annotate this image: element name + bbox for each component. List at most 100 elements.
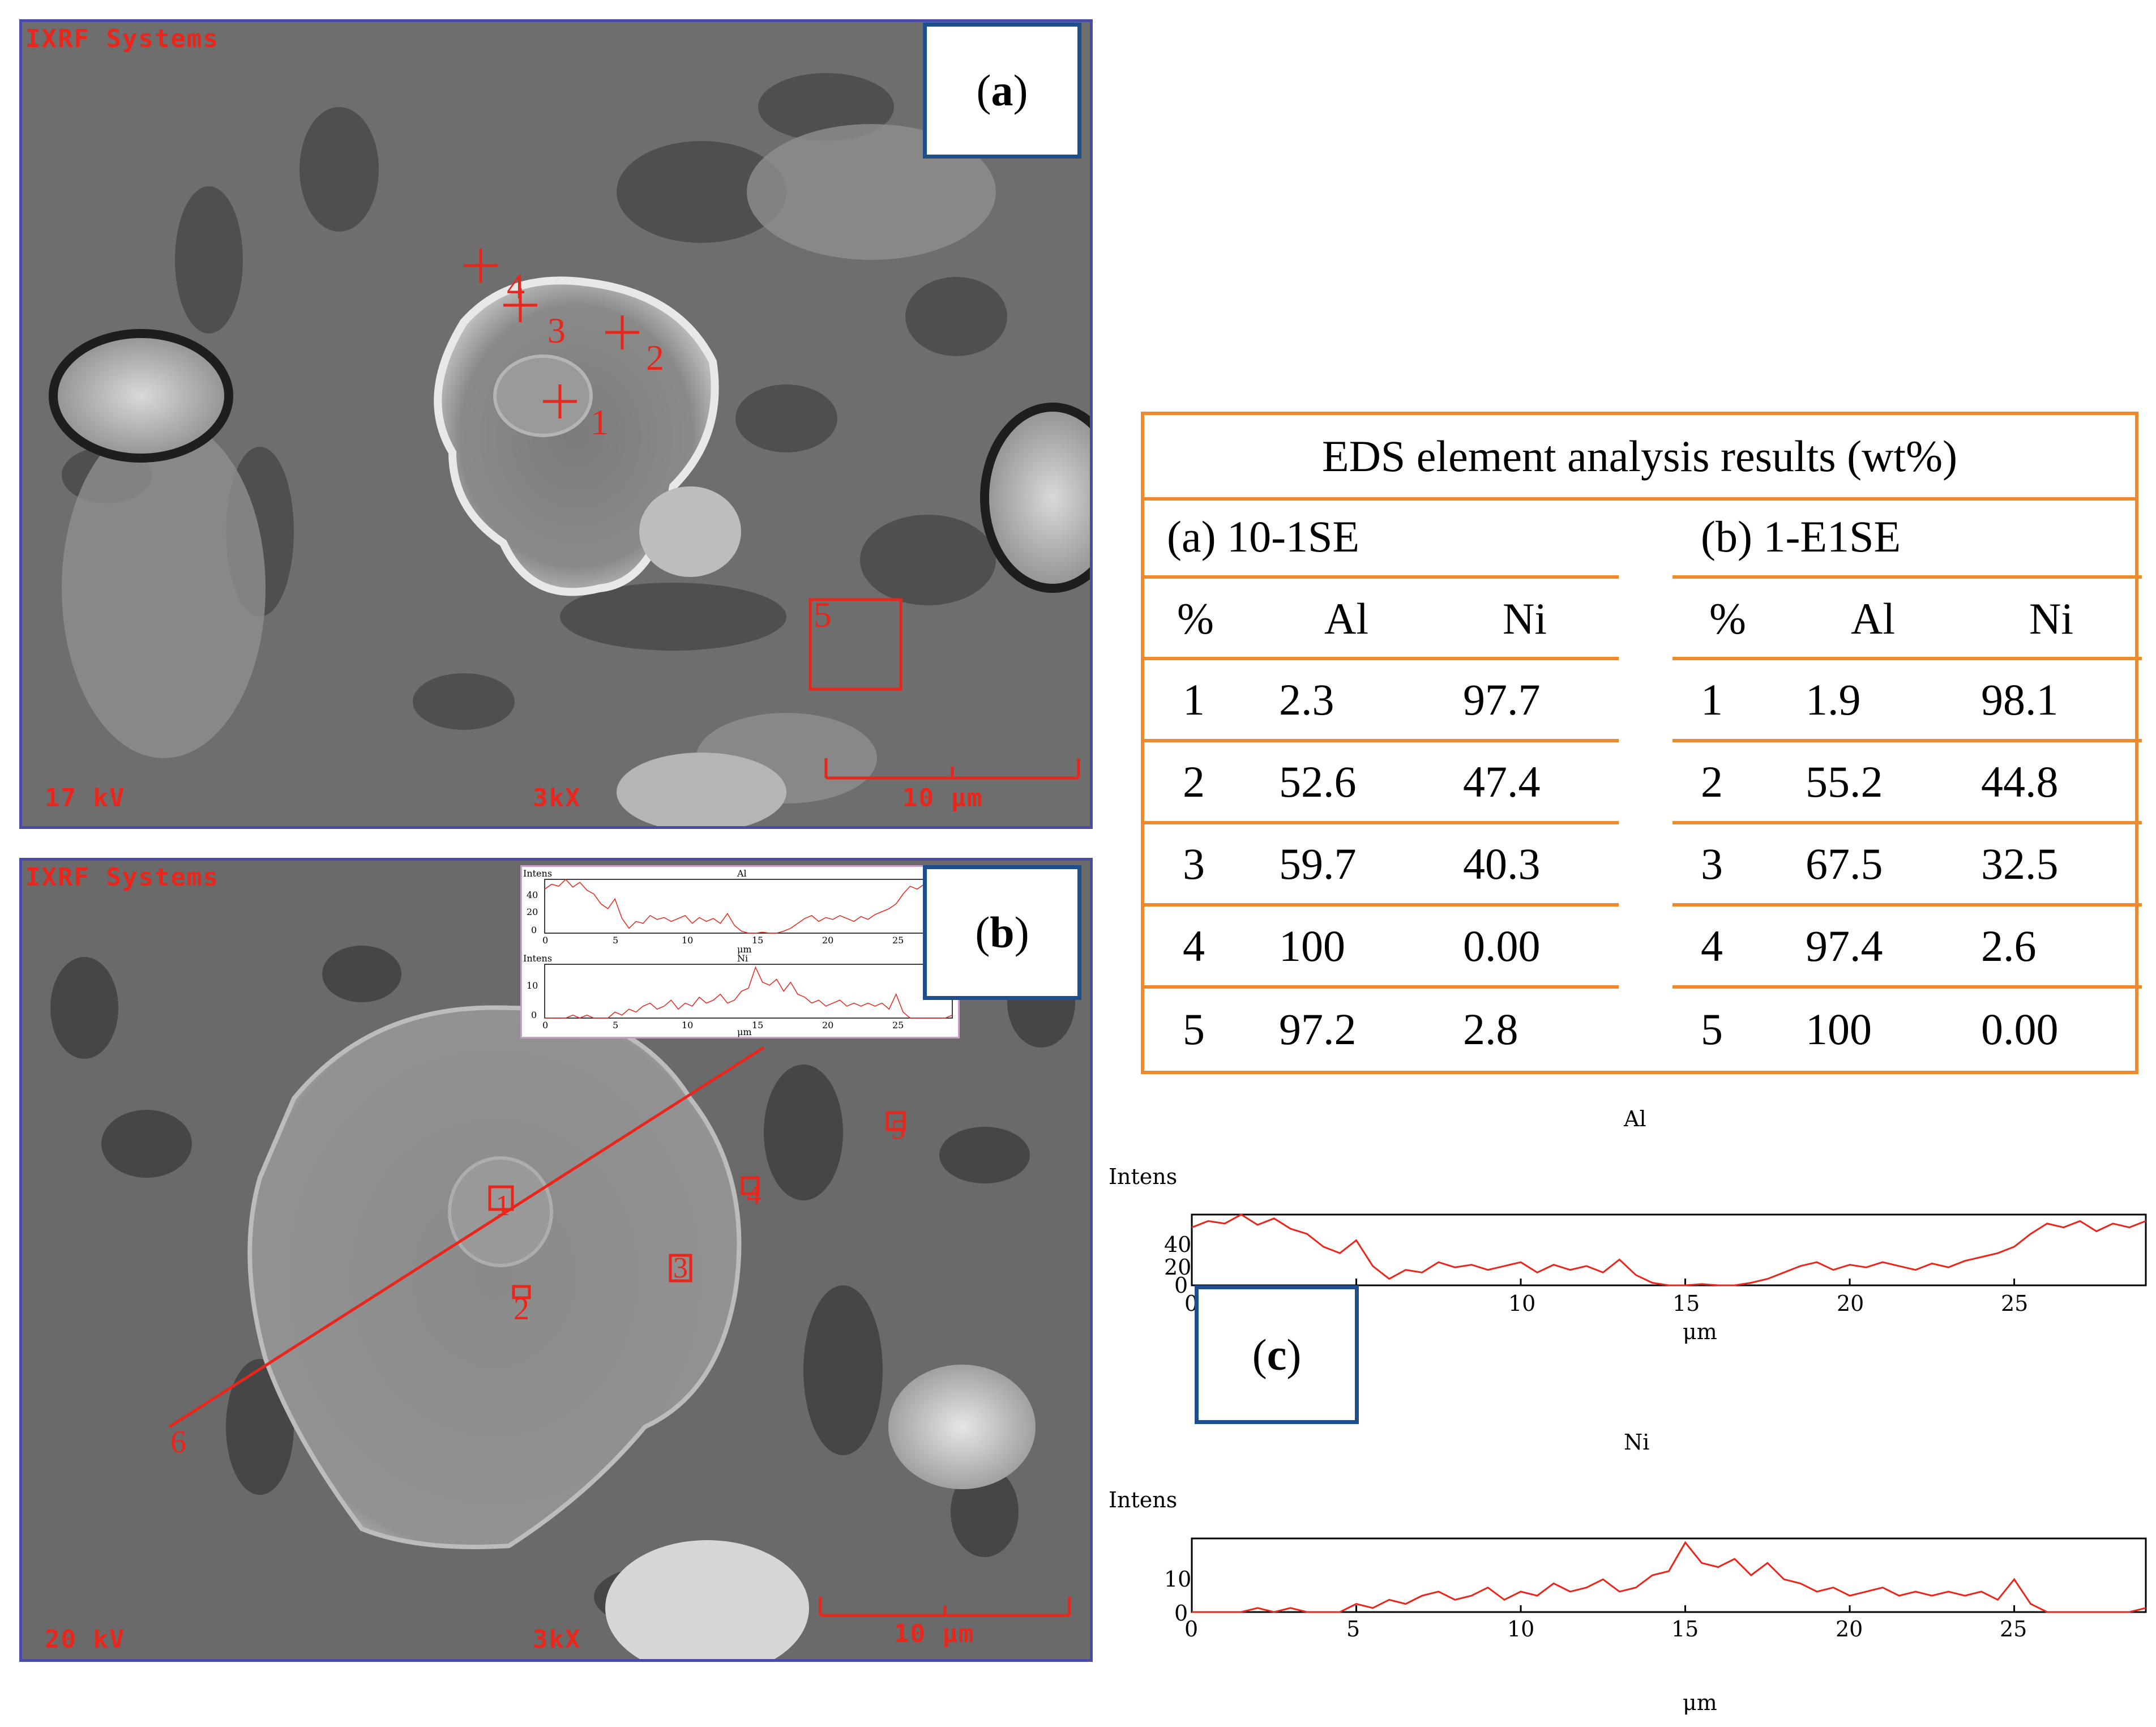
al-plot-svg (1191, 1213, 2147, 1286)
rule (1672, 657, 2142, 660)
left-header-pct: % (1177, 594, 1214, 643)
sem-image-b: IXRF Systems 20 kV 3kX 10 μm 1 2 3 4 5 6… (19, 858, 1093, 1662)
inset-al-xtick: 10 (682, 935, 694, 946)
inset-al-ytick: 20 (527, 907, 538, 917)
left-row4-al: 100 (1279, 921, 1345, 971)
rule (1672, 821, 2142, 824)
inset-al-ytick: 0 (531, 925, 537, 935)
ni-plot-svg (1191, 1537, 2147, 1613)
sem-kv-label: 20 kV (45, 1625, 126, 1654)
sem-system-label: IXRF Systems (25, 863, 219, 892)
inset-ni-xtick: 25 (892, 1020, 904, 1031)
marker-6: 6 (170, 1425, 186, 1460)
right-header-pct: % (1709, 594, 1746, 643)
left-row2-ni: 47.4 (1463, 757, 1541, 806)
right-row3-ni: 32.5 (1981, 839, 2059, 888)
rule (1144, 657, 1619, 660)
right-row5-al: 100 (1806, 1004, 1872, 1054)
inset-al-line (544, 878, 953, 934)
sem-image-a: IXRF Systems 17 kV 3kX 10 μm 4 3 2 1 5 (19, 19, 1093, 829)
sem-scale-label: 10 μm (902, 784, 983, 813)
left-row2-pct: 2 (1183, 757, 1205, 806)
right-row1-pct: 1 (1701, 675, 1723, 724)
al-linescan-plot: Al Intens 40 20 0 0 10 15 20 25 μm (1098, 1098, 2151, 1404)
eds-table: EDS element analysis results (wt%) (a) 1… (1141, 412, 2142, 1074)
panel-tag-c: (c) (1195, 1285, 1359, 1424)
al-plot-xlabel: μm (1683, 1319, 1717, 1344)
marker-4: 4 (747, 1178, 761, 1210)
linescan-inset: Intens Al 40 20 0 0 5 10 15 20 25 μm Int… (520, 865, 960, 1038)
al-plot-ylabel: Intens (1109, 1164, 1178, 1189)
inset-ni-ytick: 10 (527, 980, 538, 991)
inset-ni-xtick: 20 (822, 1020, 834, 1031)
inset-al-xtick: 20 (822, 935, 834, 946)
ni-ytick: 0 (1174, 1601, 1188, 1626)
rule (1144, 575, 1619, 579)
marker-1: 1 (495, 1190, 510, 1222)
right-row1-al: 1.9 (1806, 675, 1861, 724)
rule (1144, 985, 1619, 989)
right-row3-al: 67.5 (1806, 839, 1883, 888)
inset-al-xtick: 0 (542, 935, 549, 946)
left-row5-pct: 5 (1183, 1004, 1205, 1054)
ni-xtick: 25 (2000, 1617, 2027, 1641)
left-row4-pct: 4 (1183, 921, 1205, 971)
marker-5: 5 (814, 595, 832, 635)
marker-5: 5 (891, 1113, 905, 1145)
inset-ni-ylabel: Intens (523, 953, 553, 964)
al-xtick: 15 (1672, 1291, 1700, 1316)
panel-tag-a: (a) (923, 23, 1081, 159)
right-row4-pct: 4 (1701, 921, 1723, 971)
left-row1-al: 2.3 (1279, 675, 1334, 724)
inset-al-xtick: 5 (613, 935, 619, 946)
ni-ytick: 10 (1164, 1567, 1192, 1592)
left-row3-pct: 3 (1183, 839, 1205, 888)
left-row3-ni: 40.3 (1463, 839, 1541, 888)
ni-plot-xlabel: μm (1683, 1690, 1717, 1715)
ni-linescan-plot: Ni Intens 10 0 0 5 10 15 20 25 μm (1098, 1424, 2151, 1724)
left-row2-al: 52.6 (1279, 757, 1357, 806)
inset-al-ytick: 40 (527, 890, 538, 900)
left-row1-ni: 97.7 (1463, 675, 1541, 724)
left-header-ni: Ni (1503, 594, 1547, 643)
inset-ni-line (545, 966, 953, 1019)
sem-system-label: IXRF Systems (25, 24, 219, 53)
ni-plot-title: Ni (1624, 1430, 1650, 1455)
rule (1672, 739, 2142, 742)
left-row1-pct: 1 (1183, 675, 1205, 724)
right-row5-pct: 5 (1701, 1004, 1723, 1054)
right-row4-al: 97.4 (1806, 921, 1883, 971)
rule (1672, 903, 2142, 907)
inset-ni-xtick: 0 (542, 1020, 549, 1031)
inset-al-xlabel: μm (737, 944, 752, 955)
right-row4-ni: 2.6 (1981, 921, 2037, 971)
left-caption: (a) 10-1SE (1167, 512, 1360, 561)
inset-ni-xtick: 5 (613, 1020, 619, 1031)
al-xtick: 25 (2001, 1291, 2029, 1316)
left-header-al: Al (1324, 594, 1368, 643)
right-header-al: Al (1851, 594, 1895, 643)
al-plot-title: Al (1624, 1106, 1646, 1131)
eds-table-title: EDS element analysis results (wt%) (1144, 415, 2135, 501)
rule (1144, 903, 1619, 907)
inset-al-ylabel: Intens (523, 868, 553, 879)
marker-3: 3 (673, 1252, 688, 1284)
inset-ni-xlabel: μm (737, 1027, 752, 1037)
ni-xtick: 0 (1184, 1617, 1199, 1641)
marker-2: 2 (646, 337, 664, 378)
inset-ni-xtick: 10 (682, 1020, 694, 1031)
inset-al-xtick: 15 (752, 935, 764, 946)
panel-tag-b-letter: b (990, 908, 1015, 957)
ni-xtick: 20 (1836, 1617, 1863, 1641)
ni-xtick: 15 (1671, 1617, 1699, 1641)
ni-series-line (1192, 1541, 2146, 1613)
right-row2-pct: 2 (1701, 757, 1723, 806)
ni-xtick: 5 (1346, 1617, 1361, 1641)
panel-tag-a-letter: a (991, 66, 1013, 115)
inset-al-xtick: 25 (892, 935, 904, 946)
right-row3-pct: 3 (1701, 839, 1723, 888)
right-row2-ni: 44.8 (1981, 757, 2059, 806)
right-caption: (b) 1-E1SE (1701, 512, 1901, 561)
ni-plot-ylabel: Intens (1109, 1487, 1178, 1512)
al-ytick: 20 (1164, 1255, 1192, 1280)
